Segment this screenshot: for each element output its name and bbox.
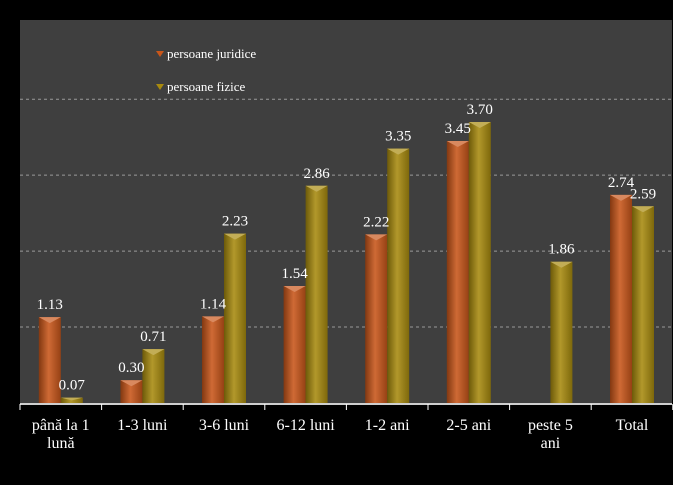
bar-cap: [202, 316, 224, 323]
bar-fizice: [305, 185, 328, 403]
bar-cap: [120, 380, 143, 387]
data-label: 0.71: [140, 329, 166, 345]
x-tick-label: 2-5 ani: [446, 417, 491, 434]
bar-juridice: [283, 286, 306, 403]
bar-cap: [468, 122, 491, 128]
bar-cap: [387, 148, 410, 155]
bar-juridice: [38, 317, 61, 403]
x-tick-label: 6-12 luni: [276, 417, 335, 434]
data-labels: 1.13 0.07 0.30 0.71 1.14 2.23 1.54 2.86 2.22 3.35…: [37, 102, 656, 394]
bar-fizice: [224, 233, 246, 403]
bar-cap: [365, 234, 388, 241]
bar-cap: [632, 206, 654, 213]
bar-cap: [550, 261, 573, 268]
data-label: 2.59: [630, 186, 656, 202]
x-tick-label: peste 5 ani: [528, 417, 573, 452]
bar-cap: [142, 349, 165, 356]
data-label: 3.45: [445, 121, 471, 137]
bar-juridice: [365, 234, 388, 403]
legend-swatch: [156, 51, 164, 57]
data-label: 3.35: [385, 129, 411, 145]
data-label: 1.54: [281, 266, 308, 282]
data-label: 1.86: [548, 242, 575, 258]
x-tick-label: până la 1 lună: [32, 417, 90, 452]
bar-cap: [224, 233, 246, 240]
x-tick-label: Total: [616, 417, 649, 434]
x-tick-label: 3-6 luni: [199, 417, 250, 434]
bar-cap: [38, 317, 61, 324]
x-axis: până la 1 lună 1-3 luni 3-6 luni 6-12 luni 1-…: [19, 403, 673, 452]
bar-cap: [283, 286, 306, 293]
bar-cap: [610, 194, 632, 201]
data-label: 3.70: [467, 102, 493, 118]
bar-cap: [60, 397, 83, 401]
bar-cap: [446, 140, 469, 147]
data-label: 2.74: [608, 175, 635, 191]
bar-fizice: [550, 261, 573, 403]
legend-label: persoane juridice: [167, 46, 256, 61]
bars: [38, 122, 654, 403]
bar-fizice: [387, 148, 410, 403]
plot-area: [20, 20, 672, 405]
legend-label: persoane fizice: [167, 79, 246, 94]
data-label: 2.23: [222, 214, 248, 230]
bar-juridice: [446, 140, 469, 403]
data-label: 2.22: [363, 214, 389, 230]
gridlines: [20, 98, 672, 328]
legend: persoane juridice persoane fizice: [156, 46, 256, 94]
x-tick-label: 1-2 ani: [365, 417, 410, 434]
data-label: 1.13: [37, 297, 63, 313]
bar-fizice: [632, 206, 654, 403]
bar-juridice: [202, 316, 224, 403]
data-label: 2.86: [303, 166, 330, 182]
legend-swatch: [156, 84, 164, 90]
bar-fizice: [468, 122, 491, 403]
bar-fizice: [142, 349, 165, 403]
data-label: 1.14: [200, 296, 227, 312]
bar-juridice: [120, 380, 143, 403]
x-tick-label: 1-3 luni: [117, 417, 168, 434]
data-label: 0.30: [118, 360, 144, 376]
bar-juridice: [610, 194, 632, 403]
bar-cap: [305, 185, 328, 192]
data-label: 0.07: [59, 378, 86, 394]
